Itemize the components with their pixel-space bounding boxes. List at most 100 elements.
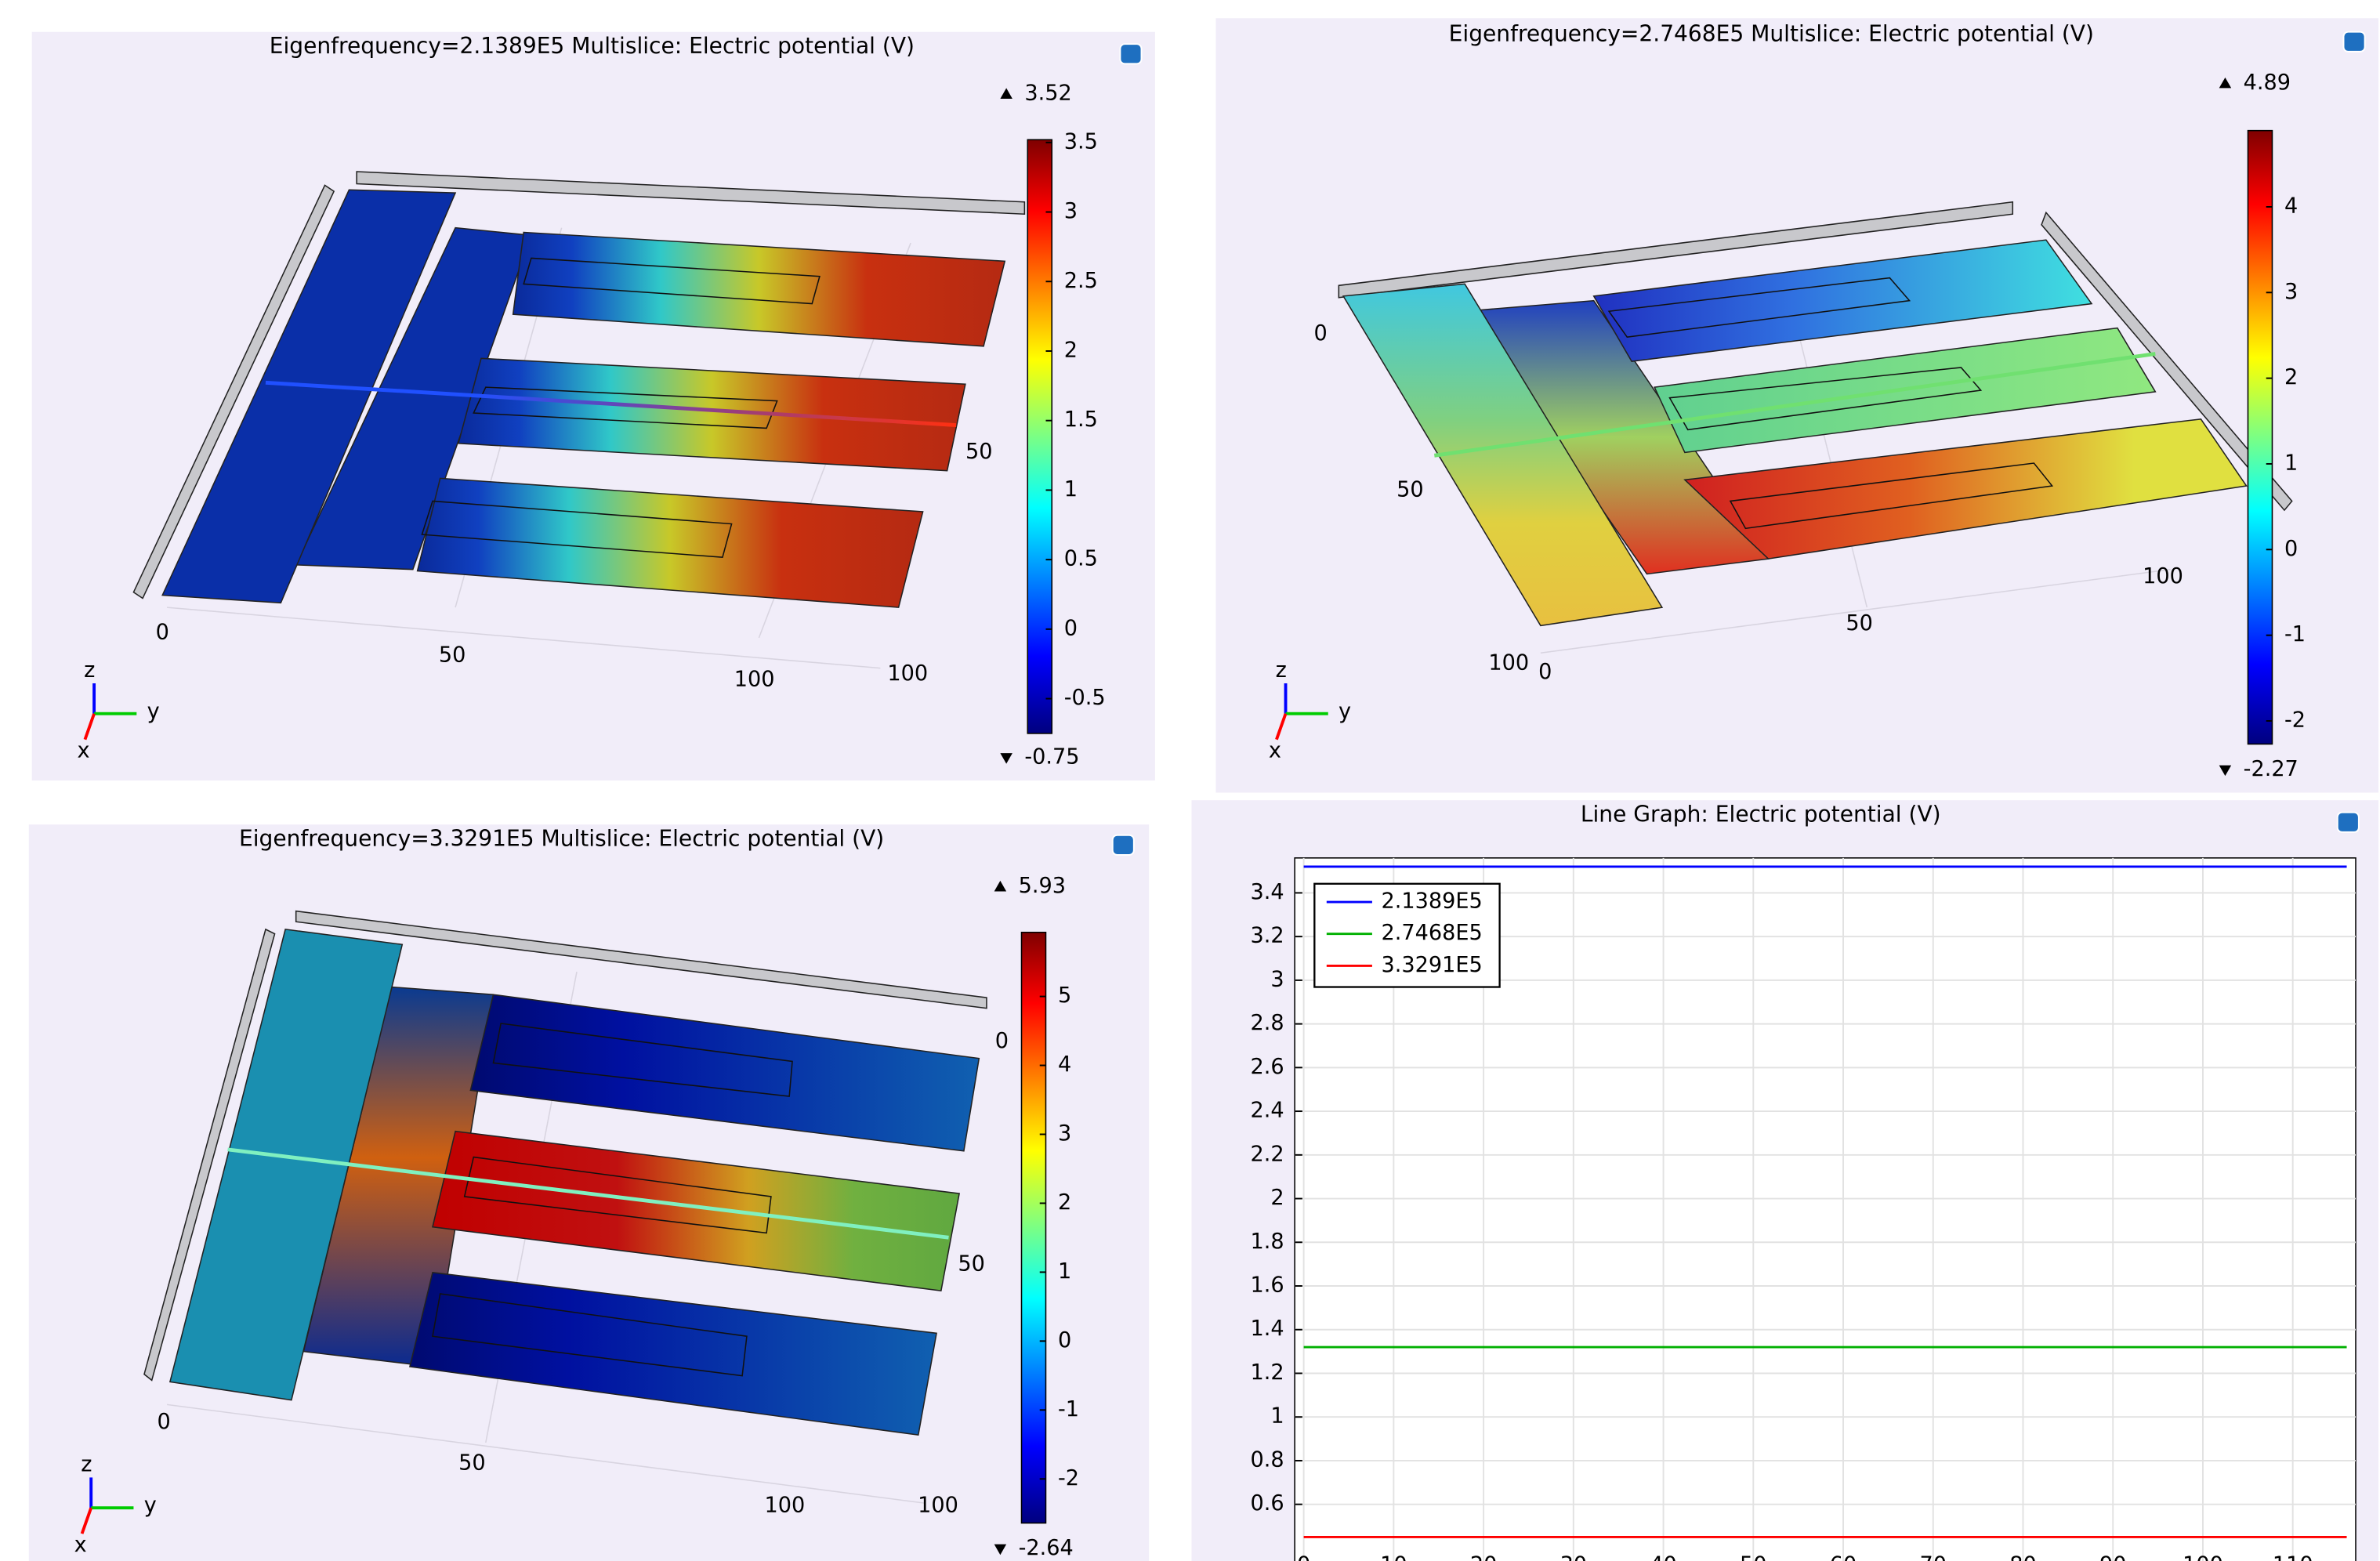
x-tick-label: 50	[1740, 1552, 1766, 1561]
y-tick-label: 1.8	[1250, 1230, 1284, 1254]
triad-label: z	[81, 1452, 92, 1476]
colorbar	[1027, 139, 1053, 734]
y-tick-label: 1.4	[1250, 1317, 1284, 1341]
x-tick-label: 40	[1650, 1552, 1676, 1561]
colorbar-tick-label: 4	[1058, 1052, 1071, 1077]
colorbar-tick-label: 2	[2284, 365, 2298, 389]
triad-x	[83, 713, 96, 741]
triad-label: x	[1269, 739, 1281, 763]
min-marker	[1000, 753, 1012, 764]
y-tick-label: 1.6	[1250, 1273, 1284, 1298]
colorbar-tick-label: 3	[1064, 199, 1078, 223]
y-tick-label: 2	[1270, 1186, 1284, 1210]
icon[interactable]	[1119, 43, 1143, 65]
y-tick-label: 2.2	[1250, 1142, 1284, 1166]
colorbar-tick-label: 1	[2284, 451, 2298, 475]
max-marker	[2219, 77, 2232, 89]
x-tick-label: 30	[1560, 1552, 1587, 1561]
axis-tick-label: 100	[918, 1494, 958, 1518]
colorbar-tick-label: -1	[1058, 1397, 1079, 1422]
max-marker	[1000, 88, 1012, 99]
chart-title: Line Graph: Electric potential (V)	[1581, 802, 1941, 828]
icon[interactable]	[2342, 31, 2366, 53]
axis-tick-label: 50	[1396, 477, 1423, 502]
triad-label: y	[144, 1494, 157, 1518]
axis-tick-label: 50	[965, 440, 992, 464]
icon[interactable]	[2336, 811, 2360, 833]
colorbar-min: -2.27	[2244, 757, 2298, 781]
colorbar-tick-label: 2.5	[1064, 269, 1098, 293]
geometry-3	[143, 910, 987, 1505]
y-tick-label: 2.6	[1250, 1055, 1284, 1079]
x-tick-label: 70	[1920, 1552, 1947, 1561]
chart-title: Eigenfrequency=2.7468E5 Multislice: Elec…	[1449, 21, 2094, 47]
colorbar-min: -2.64	[1019, 1536, 1074, 1560]
y-tick-label: 3.4	[1250, 880, 1284, 904]
y-tick-label: 3.2	[1250, 924, 1284, 948]
axis-tick-label: 50	[439, 643, 465, 668]
axis-tick-label: 50	[958, 1252, 984, 1277]
x-tick-label: 0	[1297, 1552, 1310, 1561]
triad-x	[80, 1507, 93, 1534]
axis-tick-label: 0	[156, 621, 169, 645]
axis-tick-label: 0	[1538, 660, 1552, 684]
x-tick-label: 60	[1830, 1552, 1857, 1561]
colorbar-tick-label: 5	[1058, 983, 1071, 1008]
y-tick-label: 1.2	[1250, 1360, 1284, 1385]
triad-label: y	[147, 699, 160, 723]
colorbar-max: 5.93	[1019, 874, 1066, 898]
colorbar-tick-label: 0	[1064, 616, 1078, 640]
x-tick-label: 100	[2183, 1552, 2223, 1561]
min-marker	[2219, 765, 2232, 777]
geometry-1	[132, 171, 1026, 669]
axis-tick-label: 0	[1313, 321, 1327, 346]
y-tick-label: 2.4	[1250, 1099, 1284, 1123]
colorbar-tick-label: -2	[2284, 708, 2306, 732]
chart-title: Eigenfrequency=2.1389E5 Multislice: Elec…	[270, 33, 915, 59]
axis-tick-label: 0	[158, 1410, 171, 1434]
colorbar-tick-label: 3	[2284, 280, 2298, 304]
icon[interactable]	[1111, 834, 1135, 856]
min-marker	[994, 1544, 1007, 1556]
colorbar-tick-label: 3.5	[1064, 129, 1098, 154]
axis-tick-label: 100	[1488, 650, 1529, 675]
colorbar-min: -0.75	[1024, 744, 1079, 769]
panel-icons[interactable]	[1111, 31, 2366, 856]
axis-tick-label: 50	[458, 1451, 485, 1475]
y-tick-label: 3	[1270, 967, 1284, 991]
geometry-2	[1338, 201, 2293, 654]
triad-label: x	[78, 739, 90, 763]
legend-label: 2.1389E5	[1382, 889, 1483, 914]
y-tick-label: 1	[1270, 1404, 1284, 1429]
colorbar-tick-label: 1	[1064, 477, 1078, 502]
colorbar-tick-label: 0.5	[1064, 547, 1098, 571]
y-tick-label: 2.8	[1250, 1011, 1284, 1035]
colorbar	[1020, 931, 1047, 1524]
colorbar-tick-label: 3	[1058, 1121, 1071, 1146]
triad-label: y	[1339, 699, 1351, 723]
colorbar-tick-label: 2	[1058, 1190, 1071, 1215]
colorbar-tick-label: -1	[2284, 622, 2306, 646]
triad-label: z	[1276, 658, 1287, 683]
colorbar-max: 4.89	[2244, 71, 2291, 95]
legend-label: 2.7468E5	[1382, 921, 1483, 945]
triad-label: z	[84, 658, 95, 683]
triad-x	[1275, 713, 1288, 741]
colorbar-tick-label: 4	[2284, 194, 2298, 218]
x-tick-label: 10	[1380, 1552, 1407, 1561]
axis-tick-label: 100	[887, 661, 928, 686]
colorbar	[2247, 129, 2273, 745]
axis-tick-label: 100	[764, 1494, 805, 1518]
x-tick-label: 80	[2009, 1552, 2036, 1561]
axis-tick-label: 50	[1846, 611, 1872, 636]
colorbar-tick-label: -2	[1058, 1466, 1079, 1490]
x-tick-label: 20	[1470, 1552, 1497, 1561]
max-marker	[994, 880, 1007, 892]
colorbar-tick-label: 1	[1058, 1259, 1071, 1284]
colorbar-tick-label: 1.5	[1064, 407, 1098, 432]
x-tick-label: 90	[2099, 1552, 2126, 1561]
x-tick-label: 110	[2273, 1552, 2313, 1561]
chart-title: Eigenfrequency=3.3291E5 Multislice: Elec…	[239, 826, 884, 852]
